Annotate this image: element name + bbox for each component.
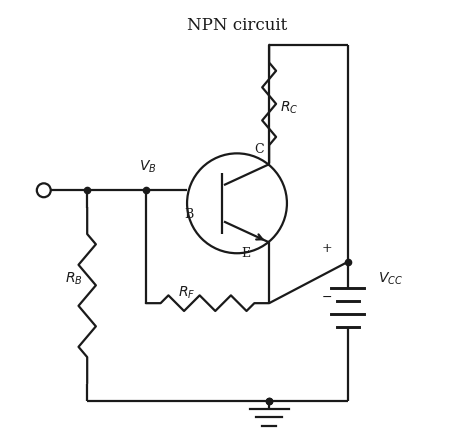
Text: $R_F$: $R_F$ [178,284,196,301]
Text: NPN circuit: NPN circuit [187,17,287,34]
Text: $R_B$: $R_B$ [65,271,83,288]
Text: +: + [322,243,333,255]
Text: C: C [255,142,264,156]
Text: E: E [241,247,250,260]
Text: $R_C$: $R_C$ [281,100,299,116]
Text: $V_{CC}$: $V_{CC}$ [378,271,403,288]
Text: $V_B$: $V_B$ [139,158,157,175]
Text: $-$: $-$ [321,290,333,303]
Text: B: B [184,208,194,221]
